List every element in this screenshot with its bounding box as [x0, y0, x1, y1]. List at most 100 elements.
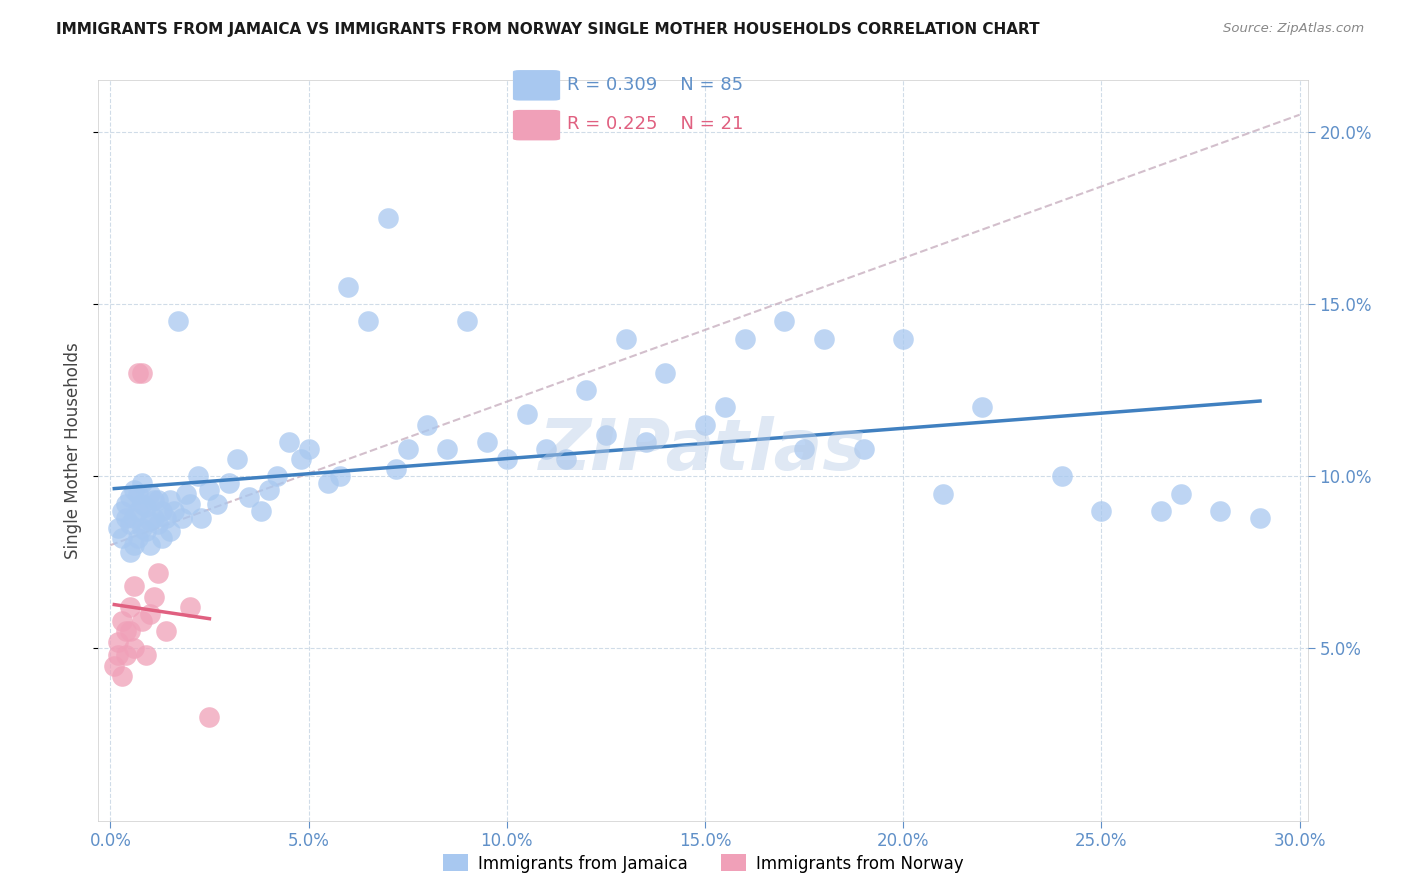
Point [693, 417, 716, 432]
Text: R = 0.309    N = 85: R = 0.309 N = 85 [567, 77, 742, 95]
Y-axis label: Single Mother Households: Single Mother Households [65, 343, 83, 558]
Point [250, 504, 273, 518]
Point [120, 624, 142, 639]
Point [1050, 469, 1073, 483]
Point [297, 442, 319, 456]
Point [127, 531, 149, 545]
Point [932, 486, 955, 500]
Point [290, 452, 312, 467]
Point [111, 531, 134, 545]
Point [115, 624, 138, 639]
Point [142, 590, 165, 604]
Point [813, 332, 835, 346]
Point [277, 434, 299, 449]
Point [654, 366, 676, 380]
Point [120, 545, 142, 559]
Point [107, 648, 129, 663]
Point [436, 442, 458, 456]
Point [146, 493, 169, 508]
Point [139, 538, 162, 552]
Point [146, 517, 169, 532]
Point [122, 579, 145, 593]
Point [107, 634, 129, 648]
Point [139, 514, 162, 528]
Point [266, 469, 288, 483]
Point [142, 510, 165, 524]
Point [120, 490, 142, 504]
Text: Source: ZipAtlas.com: Source: ZipAtlas.com [1223, 22, 1364, 36]
Point [174, 486, 197, 500]
Point [159, 493, 181, 508]
Point [170, 510, 193, 524]
Point [163, 504, 186, 518]
Point [135, 648, 157, 663]
Point [198, 483, 221, 497]
Point [891, 332, 914, 346]
Point [357, 314, 380, 328]
Point [131, 614, 153, 628]
Text: IMMIGRANTS FROM JAMAICA VS IMMIGRANTS FROM NORWAY SINGLE MOTHER HOUSEHOLDS CORRE: IMMIGRANTS FROM JAMAICA VS IMMIGRANTS FR… [56, 22, 1040, 37]
Point [122, 510, 145, 524]
Point [155, 510, 177, 524]
Point [329, 469, 352, 483]
Point [131, 476, 153, 491]
Point [734, 332, 756, 346]
Point [150, 531, 173, 545]
Point [595, 428, 617, 442]
Point [773, 314, 796, 328]
Text: R = 0.225    N = 21: R = 0.225 N = 21 [567, 115, 744, 133]
Point [1249, 510, 1271, 524]
Point [377, 211, 399, 225]
Point [135, 500, 157, 515]
Point [115, 648, 138, 663]
Point [207, 497, 229, 511]
Point [127, 366, 149, 380]
Point [139, 607, 162, 621]
Point [634, 434, 657, 449]
Point [614, 332, 637, 346]
Point [1209, 504, 1232, 518]
Point [122, 538, 145, 552]
Point [107, 521, 129, 535]
Point [142, 493, 165, 508]
Point [536, 442, 558, 456]
Point [714, 401, 737, 415]
Point [318, 476, 340, 491]
Point [111, 614, 134, 628]
Point [159, 524, 181, 539]
Point [495, 452, 517, 467]
Point [396, 442, 419, 456]
Point [139, 486, 162, 500]
Point [127, 504, 149, 518]
Point [131, 497, 153, 511]
Legend: Immigrants from Jamaica, Immigrants from Norway: Immigrants from Jamaica, Immigrants from… [436, 847, 970, 880]
Point [115, 510, 138, 524]
Point [120, 600, 142, 615]
FancyBboxPatch shape [513, 70, 560, 101]
Point [111, 669, 134, 683]
Point [179, 497, 201, 511]
Point [238, 490, 260, 504]
Point [972, 401, 994, 415]
Point [852, 442, 875, 456]
Point [190, 510, 212, 524]
Point [131, 366, 153, 380]
Point [115, 497, 138, 511]
Point [122, 641, 145, 656]
Point [218, 476, 240, 491]
Point [257, 483, 280, 497]
Point [1170, 486, 1192, 500]
Point [103, 658, 125, 673]
Point [111, 504, 134, 518]
Point [384, 462, 406, 476]
Text: ZIPatlas: ZIPatlas [540, 416, 866, 485]
Point [337, 280, 360, 294]
Point [226, 452, 249, 467]
Point [135, 524, 157, 539]
Point [416, 417, 439, 432]
Point [1150, 504, 1173, 518]
Point [150, 504, 173, 518]
Point [122, 483, 145, 497]
Point [120, 517, 142, 532]
Point [1090, 504, 1112, 518]
